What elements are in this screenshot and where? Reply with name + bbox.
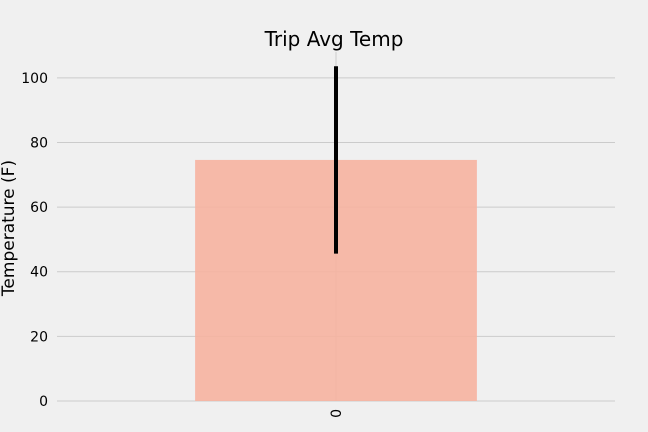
x-axis-ticks: 0 (329, 409, 345, 418)
y-tick-label: 40 (30, 265, 48, 281)
y-tick-label: 60 (30, 200, 48, 216)
y-tick-label: 20 (30, 329, 48, 345)
y-tick-label: 100 (21, 71, 48, 87)
y-axis-ticks: 0 20 40 60 80 100 (21, 71, 48, 410)
y-tick-label: 80 (30, 135, 48, 151)
y-tick-label: 0 (39, 394, 48, 410)
chart-title: Trip Avg Temp (264, 27, 404, 51)
y-axis-label: Temperature (F) (0, 160, 19, 297)
x-tick-label: 0 (329, 409, 345, 418)
